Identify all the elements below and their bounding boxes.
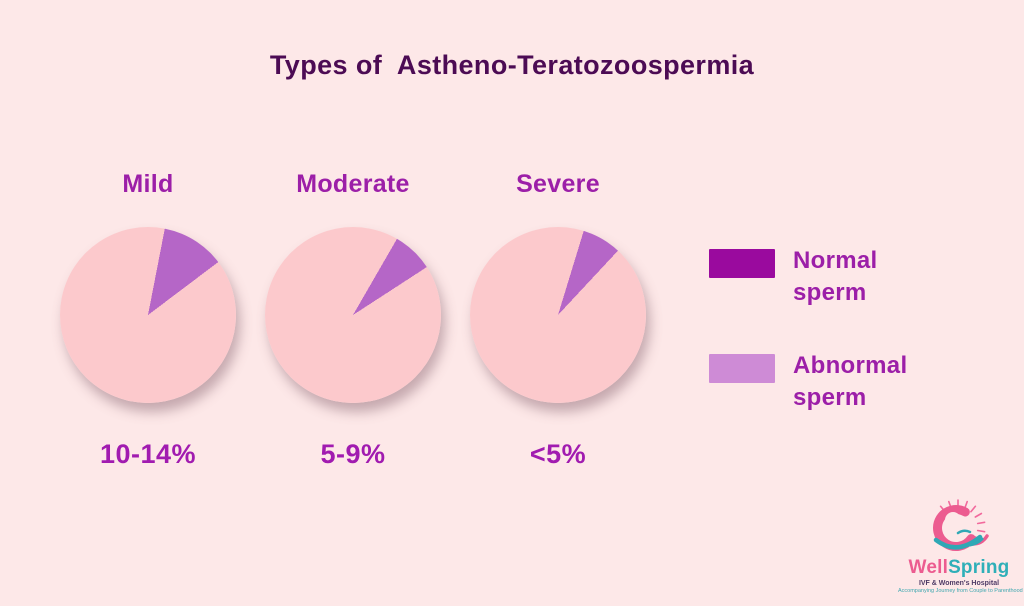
- legend-swatch-normal-sperm: [709, 249, 775, 278]
- pie-value-severe: <5%: [529, 439, 587, 469]
- wellspring-logo: WellSpring IVF & Women's Hospital Accomp…: [898, 499, 1023, 594]
- pie-label-mild: Mild: [122, 170, 174, 198]
- logo-name: WellSpring: [898, 558, 1020, 578]
- pie-chart-severe: [470, 227, 646, 403]
- logo-tagline: Accompanying Journey from Couple to Pare…: [898, 588, 1023, 594]
- logo-name-well: Well: [908, 557, 949, 578]
- pie-chart-mild: [60, 227, 236, 403]
- pie-value-moderate: 5-9%: [320, 439, 386, 469]
- pie-label-moderate: Moderate: [296, 170, 410, 198]
- legend-label-normal-sperm: Normal sperm: [793, 247, 878, 306]
- pie-group-moderate: Moderate 5-9%: [265, 162, 441, 470]
- legend-label-abnormal-sperm: Abnormal sperm: [793, 352, 908, 411]
- pie-group-mild: Mild 10-14%: [60, 162, 236, 470]
- pie-group-severe: Severe <5%: [470, 162, 646, 470]
- pie-value-mild: 10-14%: [99, 439, 197, 469]
- pie-label-severe: Severe: [516, 170, 600, 198]
- legend-item-normal-sperm: Normal sperm: [709, 245, 949, 309]
- pie-chart-moderate: [265, 227, 441, 403]
- logo-subtitle: IVF & Women's Hospital: [918, 580, 1000, 587]
- logo-name-spring: Spring: [948, 557, 1010, 578]
- legend-item-abnormal-sperm: Abnormal sperm: [709, 350, 949, 414]
- baby-logo-icon: [933, 499, 989, 551]
- page-title: Types of Astheno-Teratozoospermia: [269, 50, 755, 80]
- legend-swatch-abnormal-sperm: [709, 354, 775, 383]
